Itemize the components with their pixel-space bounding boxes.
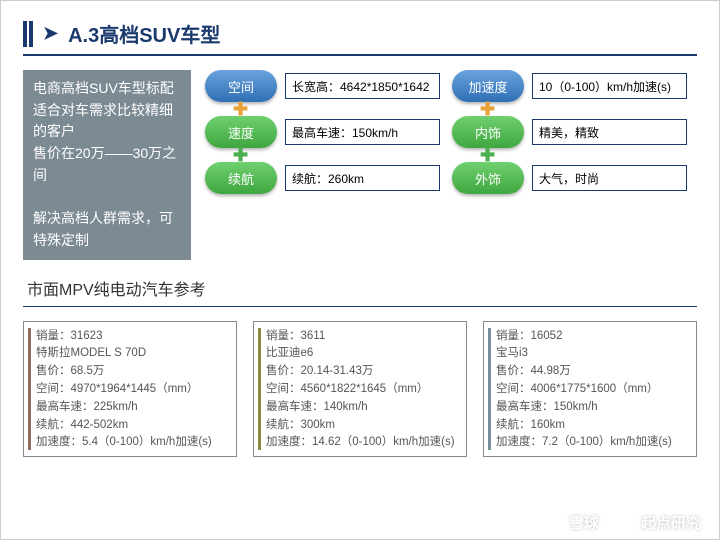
card-line: 最高车速：225km/h (36, 399, 228, 417)
feature-cell: 外饰 大气，时尚 (452, 162, 687, 194)
title-row: ➤ A.3高档SUV车型 (23, 19, 697, 48)
desc-line: 适合对车需求比较精细的客户 (33, 100, 181, 143)
pill-accel: 加速度 (452, 70, 524, 102)
feature-cell: 加速度 10（0-100）km/h加速(s) (452, 70, 687, 102)
cards-row: 销量：31623 特斯拉MODEL S 70D 售价：68.5万 空间：4970… (23, 321, 697, 458)
plus-row: ✚ ✚ (205, 102, 697, 116)
card-line: 空间：4560*1822*1645（mm） (266, 381, 458, 399)
card-line: 销量：3611 (266, 328, 458, 346)
card-line: 售价：20.14-31.43万 (266, 363, 458, 381)
card-line: 销量：31623 (36, 328, 228, 346)
desc-line: 售价在20万——30万之间 (33, 143, 181, 186)
arrow-icon: ➤ (43, 23, 58, 44)
page-title: A.3高档SUV车型 (68, 19, 220, 48)
watermark: 雪球 起点研究 (537, 511, 701, 533)
feature-cell: 空间 长宽高：4642*1850*1642 (205, 70, 440, 102)
value-box: 精美，精致 (532, 119, 687, 145)
value-box: 最高车速：150km/h (285, 119, 440, 145)
card-line: 比亚迪e6 (266, 345, 458, 363)
card-line: 续航：300km (266, 417, 458, 435)
card-line: 最高车速：140km/h (266, 399, 458, 417)
slide: ➤ A.3高档SUV车型 电商高档SUV车型标配 适合对车需求比较精细的客户 售… (0, 0, 720, 540)
pill-range: 续航 (205, 162, 277, 194)
card-line: 宝马i3 (496, 345, 688, 363)
feature-cell: 内饰 精美，精致 (452, 116, 687, 148)
watermark-text: 雪球 (569, 512, 599, 533)
plus-row: ✚ ✚ (205, 148, 697, 162)
card-line: 加速度：5.4（0-100）km/h加速(s) (36, 434, 228, 452)
section2-divider (23, 306, 697, 307)
desc-line: 解决高档人群需求，可特殊定制 (33, 208, 181, 251)
car-card: 销量：16052 宝马i3 售价：44.98万 空间：4006*1775*160… (483, 321, 697, 458)
card-line: 最高车速：150km/h (496, 399, 688, 417)
watermark-badge-icon (609, 511, 631, 533)
pill-space: 空间 (205, 70, 277, 102)
upper-section: 电商高档SUV车型标配 适合对车需求比较精细的客户 售价在20万——30万之间 … (23, 70, 697, 260)
title-divider (23, 54, 697, 56)
card-line: 加速度：7.2（0-100）km/h加速(s) (496, 434, 688, 452)
card-line: 空间：4006*1775*1600（mm） (496, 381, 688, 399)
feature-cell: 速度 最高车速：150km/h (205, 116, 440, 148)
value-box: 10（0-100）km/h加速(s) (532, 73, 687, 99)
card-line: 加速度：14.62（0-100）km/h加速(s) (266, 434, 458, 452)
value-box: 大气，时尚 (532, 165, 687, 191)
section2-title: 市面MPV纯电动汽车参考 (27, 276, 697, 300)
description-box: 电商高档SUV车型标配 适合对车需求比较精细的客户 售价在20万——30万之间 … (23, 70, 191, 260)
pill-speed: 速度 (205, 116, 277, 148)
feature-row: 续航 续航：260km 外饰 大气，时尚 (205, 162, 697, 194)
value-box: 续航：260km (285, 165, 440, 191)
value-box: 长宽高：4642*1850*1642 (285, 73, 440, 99)
card-line: 售价：68.5万 (36, 363, 228, 381)
title-accent-bars (23, 21, 33, 47)
pill-interior: 内饰 (452, 116, 524, 148)
card-line: 续航：160km (496, 417, 688, 435)
car-card: 销量：31623 特斯拉MODEL S 70D 售价：68.5万 空间：4970… (23, 321, 237, 458)
pill-exterior: 外饰 (452, 162, 524, 194)
desc-line: 电商高档SUV车型标配 (33, 78, 181, 100)
card-line: 售价：44.98万 (496, 363, 688, 381)
car-card: 销量：3611 比亚迪e6 售价：20.14-31.43万 空间：4560*18… (253, 321, 467, 458)
watermark-text: 起点研究 (641, 512, 701, 533)
feature-cell: 续航 续航：260km (205, 162, 440, 194)
card-line: 销量：16052 (496, 328, 688, 346)
feature-row: 空间 长宽高：4642*1850*1642 加速度 10（0-100）km/h加… (205, 70, 697, 102)
card-line: 空间：4970*1964*1445（mm） (36, 381, 228, 399)
card-line: 续航：442-502km (36, 417, 228, 435)
desc-line (33, 186, 181, 208)
watermark-badge-icon (537, 511, 559, 533)
card-line: 特斯拉MODEL S 70D (36, 345, 228, 363)
feature-row: 速度 最高车速：150km/h 内饰 精美，精致 (205, 116, 697, 148)
features-grid: 空间 长宽高：4642*1850*1642 加速度 10（0-100）km/h加… (205, 70, 697, 260)
